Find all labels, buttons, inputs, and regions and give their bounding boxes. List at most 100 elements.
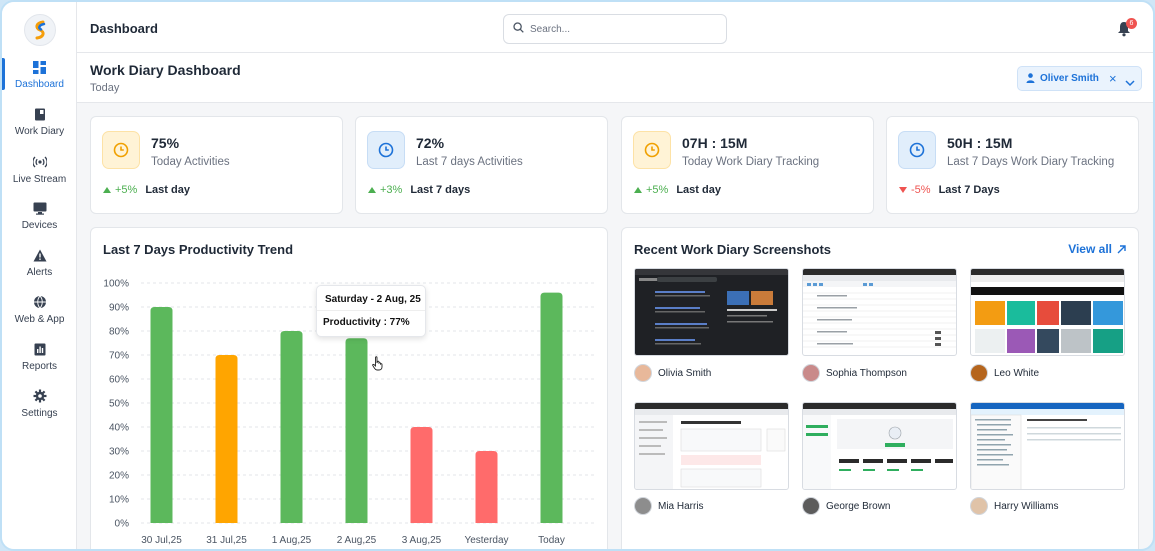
sidebar-item-settings[interactable]: Settings (2, 388, 77, 428)
x-tick-label: Today (538, 535, 565, 546)
stat-period: Last day (676, 184, 721, 196)
sidebar-item-alerts[interactable]: Alerts (2, 247, 77, 287)
trend-down-icon (899, 187, 907, 193)
x-tick-label: 3 Aug,25 (402, 535, 442, 546)
x-tick-label: Yesterday (464, 535, 508, 546)
stat-change: -5% (911, 184, 931, 196)
avatar (802, 497, 820, 515)
y-tick-label: 100% (103, 279, 129, 290)
screenshots-card: Recent Work Diary Screenshots View all (621, 227, 1139, 549)
y-tick-label: 10% (109, 495, 129, 506)
y-tick-label: 50% (109, 399, 129, 410)
sidebar-item-devices[interactable]: Devices (2, 200, 77, 240)
chart-bar (345, 338, 368, 523)
x-tick-label: 1 Aug,25 (272, 535, 312, 546)
user-icon (1026, 70, 1035, 88)
screenshot-thumbnail[interactable] (634, 402, 789, 490)
stat-trend: +5% Last day (103, 184, 190, 196)
screenshot-user-name: George Brown (826, 500, 891, 512)
sidebar-item-web-app[interactable]: Web & App (2, 294, 77, 334)
chart-tooltip: Saturday - 2 Aug, 25 Productivity : 77% (316, 285, 426, 337)
stat-change: +5% (646, 184, 669, 196)
stat-trend: +5% Last day (634, 184, 721, 196)
grid-icon (32, 59, 48, 75)
sidebar-item-work-diary[interactable]: Work Diary (2, 106, 77, 146)
y-tick-label: 0% (115, 519, 130, 530)
x-tick-label: 2 Aug,25 (337, 535, 377, 546)
screenshot-thumbnail[interactable] (634, 268, 789, 356)
screenshot-thumbnail[interactable] (970, 402, 1125, 490)
chart-bar (475, 451, 498, 523)
sidebar-item-label: Alerts (26, 267, 53, 278)
sidebar-item-dashboard[interactable]: Dashboard (2, 59, 77, 99)
y-tick-label: 90% (109, 303, 129, 314)
y-tick-label: 80% (109, 327, 129, 338)
notification-badge: 6 (1126, 18, 1137, 29)
view-all-label: View all (1068, 242, 1112, 256)
clear-filter-icon[interactable]: × (1109, 71, 1117, 86)
avatar (634, 364, 652, 382)
sidebar-item-label: Live Stream (12, 174, 67, 185)
screenshot-user-name: Leo White (994, 367, 1040, 379)
search-input[interactable]: Search... (503, 14, 727, 44)
stat-trend: +3% Last 7 days (368, 184, 470, 196)
dashboard-header: Work Diary Dashboard Today Oliver Smith … (77, 53, 1153, 103)
book-icon (32, 106, 48, 122)
hand-cursor-icon (372, 356, 384, 376)
screenshot-user-name: Olivia Smith (658, 367, 712, 379)
screenshot-thumbnail[interactable] (802, 402, 957, 490)
app-logo[interactable] (24, 14, 56, 46)
screenshot-user-name: Harry Williams (994, 500, 1059, 512)
stat-period: Last 7 days (410, 184, 471, 196)
sidebar-item-live-stream[interactable]: Live Stream (2, 154, 77, 194)
screenshot-user: Olivia Smith (634, 364, 711, 382)
sidebar-item-label: Devices (21, 220, 58, 231)
clock-icon (102, 131, 140, 169)
screenshot-thumbnail[interactable] (802, 268, 957, 356)
productivity-bar-chart: 0% 10% 20% 30% 40% 50% 60% 70% 80% 90% 100% 30 Jul,… (103, 279, 596, 546)
broadcast-icon (32, 154, 48, 170)
dashboard-title: Work Diary Dashboard (90, 62, 241, 78)
y-tick-label: 60% (109, 375, 129, 386)
sidebar: Dashboard Work Diary Live Stream Devices… (2, 2, 77, 549)
avatar (802, 364, 820, 382)
sidebar-item-reports[interactable]: Reports (2, 341, 77, 381)
screenshot-thumbnail[interactable] (970, 268, 1125, 356)
stat-period: Last day (145, 184, 190, 196)
sidebar-item-label: Reports (21, 361, 57, 372)
clock-icon (898, 131, 936, 169)
view-all-link[interactable]: View all (1068, 242, 1126, 256)
search-placeholder: Search... (530, 23, 571, 35)
screenshot-user: Harry Williams (970, 497, 1058, 515)
avatar (970, 364, 988, 382)
sidebar-item-label: Web & App (14, 314, 65, 325)
chart-bar (540, 292, 563, 523)
stat-trend: -5% Last 7 Days (899, 184, 1000, 196)
search-icon (513, 20, 524, 38)
clock-icon (367, 131, 405, 169)
stat-card-today-tracking: 07H : 15M Today Work Diary Tracking +5% … (621, 116, 874, 214)
tooltip-value: Productivity : 77% (323, 317, 410, 328)
dashboard-subtitle: Today (90, 82, 120, 94)
monitor-icon (32, 200, 48, 216)
user-filter-value: Oliver Smith (1040, 73, 1099, 84)
y-tick-label: 20% (109, 471, 129, 482)
chevron-down-icon[interactable] (1125, 74, 1135, 92)
screenshot-user: Sophia Thompson (802, 364, 907, 382)
trend-up-icon (368, 187, 376, 193)
tooltip-title: Saturday - 2 Aug, 25 (325, 294, 421, 305)
stat-card-7day-activities: 72% Last 7 days Activities +3% Last 7 da… (355, 116, 608, 214)
y-tick-label: 70% (109, 351, 129, 362)
screenshot-user-name: Mia Harris (658, 500, 704, 512)
stat-label: Last 7 days Activities (416, 156, 523, 168)
x-tick-label: 31 Jul,25 (206, 535, 247, 546)
stat-change: +5% (115, 184, 138, 196)
user-filter-select[interactable]: Oliver Smith × (1017, 66, 1142, 91)
stat-value: 72% (416, 135, 445, 151)
arrow-up-right-icon (1117, 244, 1126, 253)
avatar (634, 497, 652, 515)
gear-icon (32, 388, 48, 404)
tooltip-divider (317, 310, 425, 311)
clock-icon (633, 131, 671, 169)
